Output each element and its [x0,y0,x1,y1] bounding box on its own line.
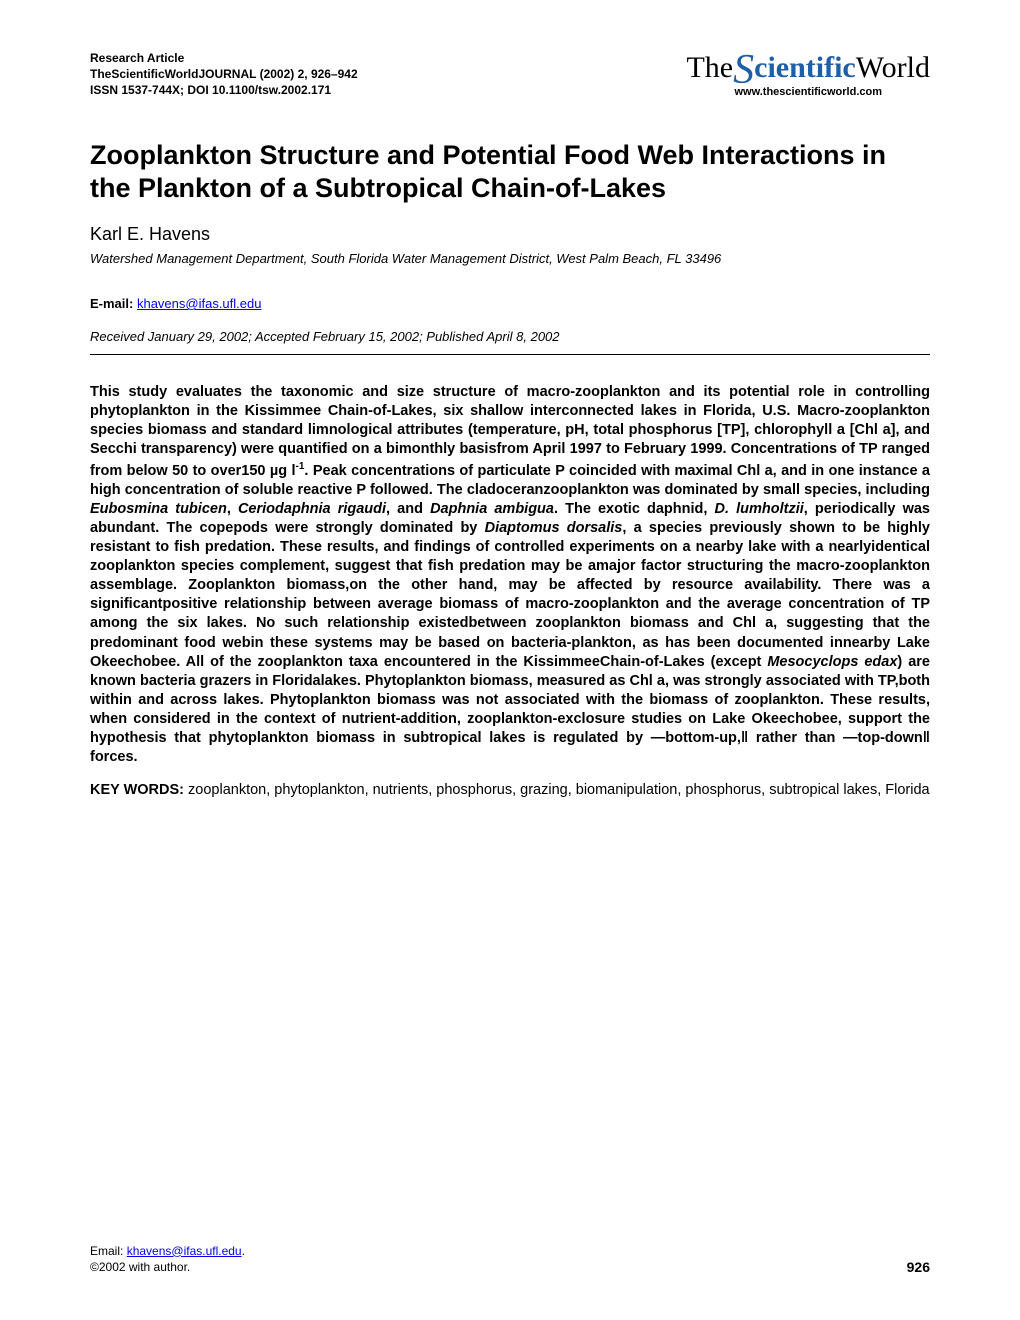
journal-logo: TheScientificWorld www.thescientificworl… [686,40,930,98]
logo-wordmark: TheScientificWorld [686,40,930,88]
species-eubosmina: Eubosmina tubicen [90,501,227,517]
header-row: Research Article TheScientificWorldJOURN… [90,50,930,99]
email-label: E-mail: [90,296,137,311]
abstract-part-1c: . The exotic daphnid, [554,501,715,517]
species-d-lumholtzii: D. lumholtzii [715,501,804,517]
footer-left: Email: khavens@ifas.ufl.edu. ©2002 with … [90,1243,245,1275]
author-name: Karl E. Havens [90,224,930,245]
abstract-part-1e: , a species previously shown to be highl… [90,520,930,670]
species-ceriodaphnia: Ceriodaphnia rigaudi [238,501,386,517]
species-daphnia-ambigua: Daphnia ambigua [430,501,554,517]
header-meta: Research Article TheScientificWorldJOURN… [90,50,358,99]
keywords-block: KEY WORDS: zooplankton, phytoplankton, n… [90,781,930,800]
divider-line [90,354,930,355]
abstract-part-1f: ) are known bacteria grazers in Floridal… [90,654,930,766]
page-number: 926 [907,1259,930,1275]
issn-doi: ISSN 1537-744X; DOI 10.1100/tsw.2002.171 [90,82,358,98]
article-dates: Received January 29, 2002; Accepted Febr… [90,329,930,344]
keywords-label: KEY WORDS: [90,782,184,798]
comma-1: , [227,501,238,517]
logo-swash-icon: S [733,47,754,93]
page-container: Research Article TheScientificWorldJOURN… [0,0,1020,1320]
journal-citation: TheScientificWorldJOURNAL (2002) 2, 926–… [90,66,358,82]
footer-email-line: Email: khavens@ifas.ufl.edu. [90,1243,245,1259]
article-title: Zooplankton Structure and Potential Food… [90,139,930,207]
species-diaptomus: Diaptomus dorsalis [485,520,623,536]
comma-2: , and [386,501,430,517]
email-line: E-mail: khavens@ifas.ufl.edu [90,296,930,311]
abstract-text: This study evaluates the taxonomic and s… [90,383,930,767]
footer-period: . [242,1244,245,1258]
footer-email-link[interactable]: khavens@ifas.ufl.edu [127,1244,242,1258]
species-mesocyclops: Mesocyclops edax [767,654,897,670]
article-type: Research Article [90,50,358,66]
logo-suffix: World [856,51,930,84]
author-email-link[interactable]: khavens@ifas.ufl.edu [137,296,262,311]
author-affiliation: Watershed Management Department, South F… [90,251,930,266]
logo-mid: cientific [754,51,856,84]
keywords-text: zooplankton, phytoplankton, nutrients, p… [184,782,930,798]
footer-copyright: ©2002 with author. [90,1259,245,1275]
logo-prefix: The [686,51,733,84]
footer-email-label: Email: [90,1244,127,1258]
page-footer: Email: khavens@ifas.ufl.edu. ©2002 with … [90,1243,930,1275]
